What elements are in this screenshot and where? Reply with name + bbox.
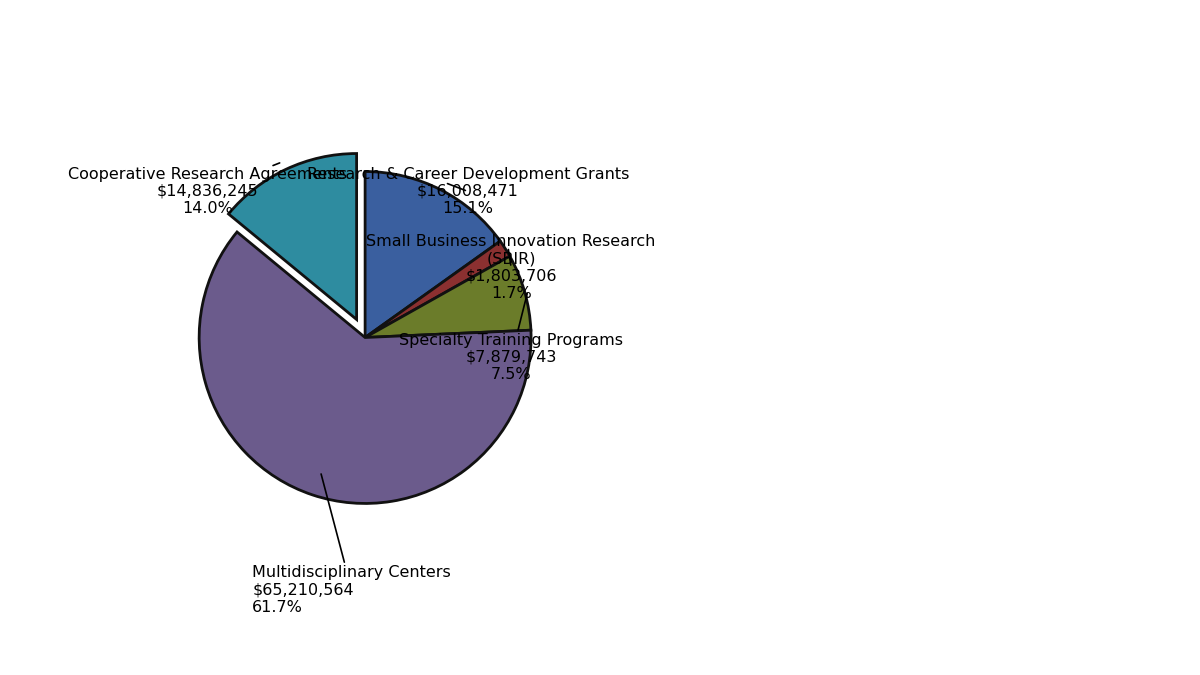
Wedge shape — [365, 241, 510, 338]
Text: Research & Career Development Grants
$16,008,471
15.1%: Research & Career Development Grants $16… — [307, 167, 629, 217]
Wedge shape — [365, 256, 530, 338]
Text: Multidisciplinary Centers
$65,210,564
61.7%: Multidisciplinary Centers $65,210,564 61… — [252, 474, 451, 615]
Wedge shape — [365, 171, 500, 338]
Text: Small Business Innovation Research
(SBIR)
$1,803,706
1.7%: Small Business Innovation Research (SBIR… — [366, 234, 656, 302]
Text: Specialty Training Programs
$7,879,743
7.5%: Specialty Training Programs $7,879,743 7… — [400, 294, 623, 382]
Text: Cooperative Research Agreements
$14,836,245
14.0%: Cooperative Research Agreements $14,836,… — [68, 163, 347, 217]
Wedge shape — [228, 153, 356, 319]
Wedge shape — [199, 232, 532, 504]
